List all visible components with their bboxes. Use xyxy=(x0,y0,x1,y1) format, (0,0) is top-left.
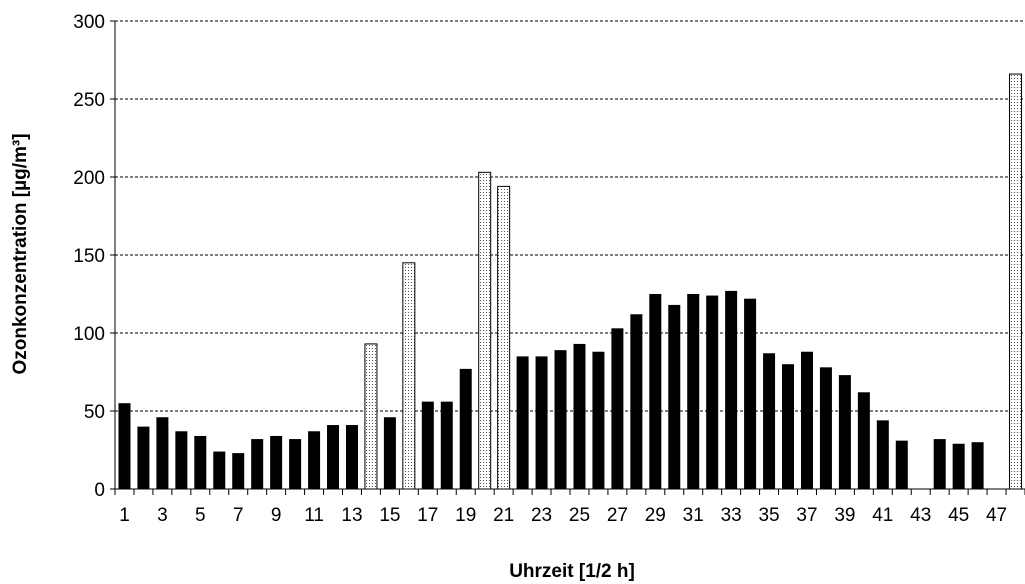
bar xyxy=(175,431,188,489)
x-axis-title: Uhrzeit [1/2 h] xyxy=(509,561,635,582)
bar xyxy=(668,304,681,489)
x-tick-label: 27 xyxy=(607,505,628,526)
bar xyxy=(345,425,358,489)
bar xyxy=(440,401,453,489)
bar xyxy=(573,343,586,489)
bar xyxy=(459,368,472,489)
bar xyxy=(611,328,624,489)
bar xyxy=(876,420,889,489)
gridlines xyxy=(115,20,1025,412)
x-tick-label: 9 xyxy=(271,505,282,526)
y-tick-label: 0 xyxy=(94,480,105,501)
bar xyxy=(118,403,131,489)
x-tick-label: 17 xyxy=(417,505,438,526)
x-tick-label: 29 xyxy=(645,505,666,526)
y-axis-title: Ozonkonzentration [µg/m³] xyxy=(10,133,31,374)
x-tick-label: 1 xyxy=(119,505,130,526)
bar xyxy=(156,417,169,489)
x-tick-label: 19 xyxy=(455,505,476,526)
bar xyxy=(327,425,340,489)
x-tick-label: 37 xyxy=(796,505,817,526)
bar xyxy=(838,375,851,489)
bar xyxy=(137,426,150,489)
y-tick-label: 200 xyxy=(73,168,105,189)
bar xyxy=(800,351,813,489)
x-tick-label: 33 xyxy=(721,505,742,526)
bar xyxy=(895,440,908,489)
x-tick-label: 21 xyxy=(493,505,514,526)
bar xyxy=(535,356,548,489)
bar xyxy=(952,443,965,489)
bar xyxy=(592,351,605,489)
bar xyxy=(308,431,321,489)
bar xyxy=(421,401,434,489)
x-tick-label: 39 xyxy=(834,505,855,526)
bar xyxy=(744,298,757,489)
bar xyxy=(516,356,529,489)
x-tick-label: 13 xyxy=(341,505,362,526)
bar xyxy=(649,294,662,489)
bar-dotted xyxy=(497,185,511,490)
bar xyxy=(857,392,870,489)
x-tick-label: 43 xyxy=(910,505,931,526)
x-tick-label: 35 xyxy=(758,505,779,526)
bar xyxy=(725,290,738,489)
bar xyxy=(383,417,396,489)
y-tick-label: 50 xyxy=(84,402,105,423)
bar xyxy=(819,367,832,489)
y-tick-label: 250 xyxy=(73,90,105,111)
bar xyxy=(213,451,226,489)
y-tick-label: 100 xyxy=(73,324,105,345)
x-tick-label: 47 xyxy=(986,505,1007,526)
y-tick-label: 150 xyxy=(73,246,105,267)
x-tick-label: 23 xyxy=(531,505,552,526)
x-tick-label: 5 xyxy=(195,505,206,526)
bar xyxy=(782,364,795,489)
x-tick-label: 41 xyxy=(872,505,893,526)
bar xyxy=(554,350,567,489)
x-tick-label: 11 xyxy=(304,505,324,526)
bar xyxy=(194,435,207,489)
bar xyxy=(763,353,776,489)
bar xyxy=(251,439,264,489)
x-tick-labels: 1 3 5 7 9 11 13 15 17 19 21 23 25 27 29 31 33 35 37 39 41 43 4… xyxy=(114,489,1025,526)
x-tick-label: 45 xyxy=(948,505,969,526)
bar xyxy=(933,439,946,489)
y-tick-labels: 0 50 100 150 200 250 300 xyxy=(73,12,115,501)
y-tick-label: 300 xyxy=(73,12,105,33)
bar xyxy=(687,294,700,489)
x-tick-label: 25 xyxy=(569,505,590,526)
bar-dotted xyxy=(1009,73,1023,490)
x-tick-label: 3 xyxy=(157,505,168,526)
bar-dotted xyxy=(402,262,416,490)
bar-dotted xyxy=(478,171,492,490)
bar xyxy=(270,435,283,489)
bar xyxy=(706,295,719,489)
bar xyxy=(630,314,643,489)
x-tick-label: 7 xyxy=(233,505,244,526)
x-tick-label: 15 xyxy=(379,505,400,526)
bar xyxy=(232,453,245,489)
bars xyxy=(118,73,1023,490)
bar xyxy=(289,439,302,489)
x-tick-label: 31 xyxy=(683,505,704,526)
bar-dotted xyxy=(364,343,378,490)
bar xyxy=(971,442,984,489)
